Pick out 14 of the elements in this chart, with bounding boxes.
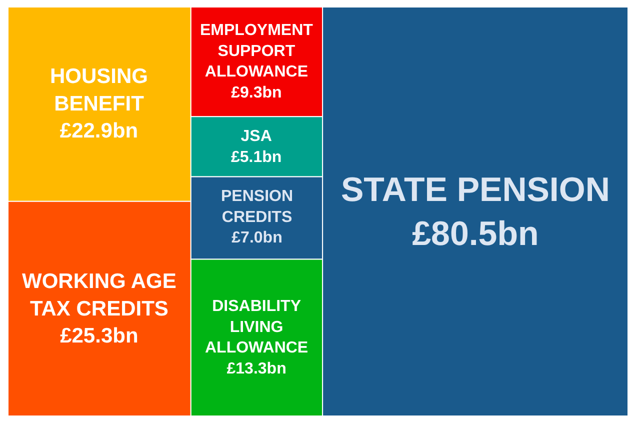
category-label: JSA bbox=[240, 128, 272, 145]
data-label: £9.3bn bbox=[231, 84, 282, 102]
category-label: WORKING AGE TAX CREDITS bbox=[22, 270, 176, 320]
category-label: HOUSING BENEFIT bbox=[50, 65, 148, 116]
data-label: £13.3bn bbox=[226, 360, 286, 378]
category-label: DISABILITY LIVING ALLOWANCE bbox=[205, 298, 308, 357]
data-label: £7.0bn bbox=[232, 230, 282, 247]
data-label: £5.1bn bbox=[231, 148, 282, 166]
data-label: £22.9bn bbox=[60, 120, 138, 143]
category-label: PENSION CREDITS bbox=[221, 188, 294, 226]
data-label: £25.3bn bbox=[60, 324, 138, 348]
data-label: £80.5bn bbox=[412, 215, 539, 254]
category-label: STATE PENSION bbox=[341, 171, 610, 209]
category-label: EMPLOYMENT SUPPORT ALLOWANCE bbox=[200, 22, 314, 81]
